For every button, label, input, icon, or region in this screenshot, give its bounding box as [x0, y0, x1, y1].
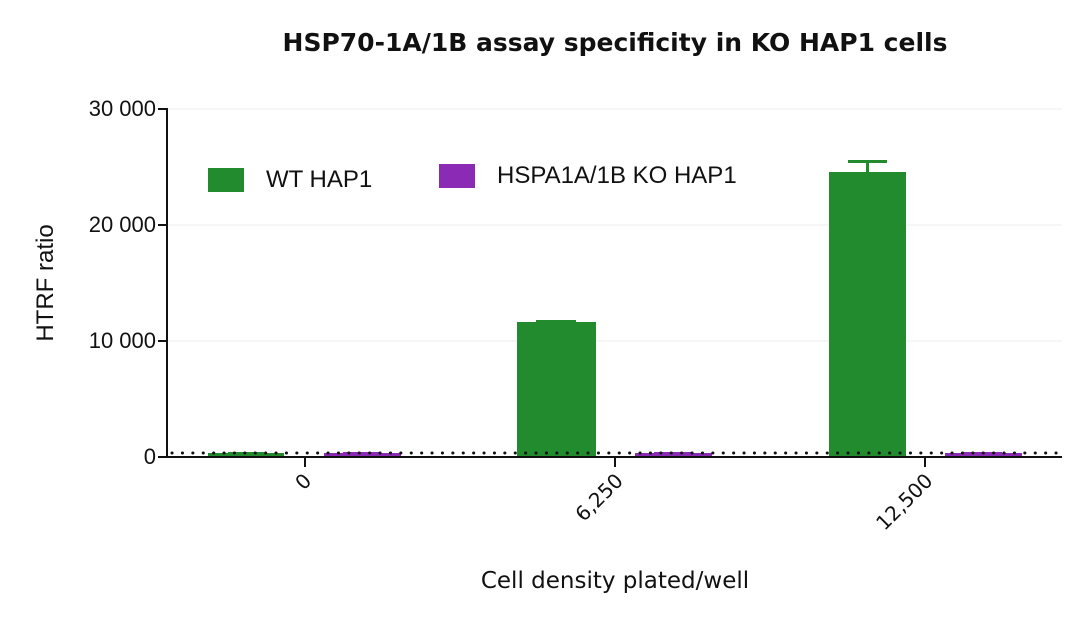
axes	[158, 108, 1062, 467]
legend-swatch-green	[208, 168, 244, 192]
bar-wt-12500	[829, 172, 906, 457]
legend-item-ko-hap1: HSPA1A/1B KO HAP1	[439, 162, 737, 190]
chart-title: HSP70-1A/1B assay specificity in KO HAP1…	[282, 28, 948, 57]
x-axis-label: Cell density plated/well	[480, 568, 750, 594]
gridlines	[168, 108, 1062, 342]
bar-ko-6250	[635, 453, 712, 457]
y-tick-label: 10 000	[88, 328, 156, 353]
legend-item-wt-hap1: WT HAP1	[208, 166, 372, 194]
y-tick-label: 20 000	[88, 212, 156, 237]
legend-label: WT HAP1	[266, 166, 373, 193]
legend-swatch-purple	[439, 164, 475, 188]
y-tick-label: 30 000	[88, 96, 156, 121]
legend-label: HSPA1A/1B KO HAP1	[497, 162, 737, 189]
bar-wt-6250	[517, 322, 596, 457]
y-tick-label: 0	[143, 444, 156, 469]
series-wt-hap1	[208, 160, 906, 457]
y-axis-label: HTRF ratio	[32, 224, 59, 342]
bar-wt-0	[208, 453, 284, 457]
bar-ko-0	[324, 453, 401, 457]
bar-ko-12500	[945, 453, 1022, 457]
